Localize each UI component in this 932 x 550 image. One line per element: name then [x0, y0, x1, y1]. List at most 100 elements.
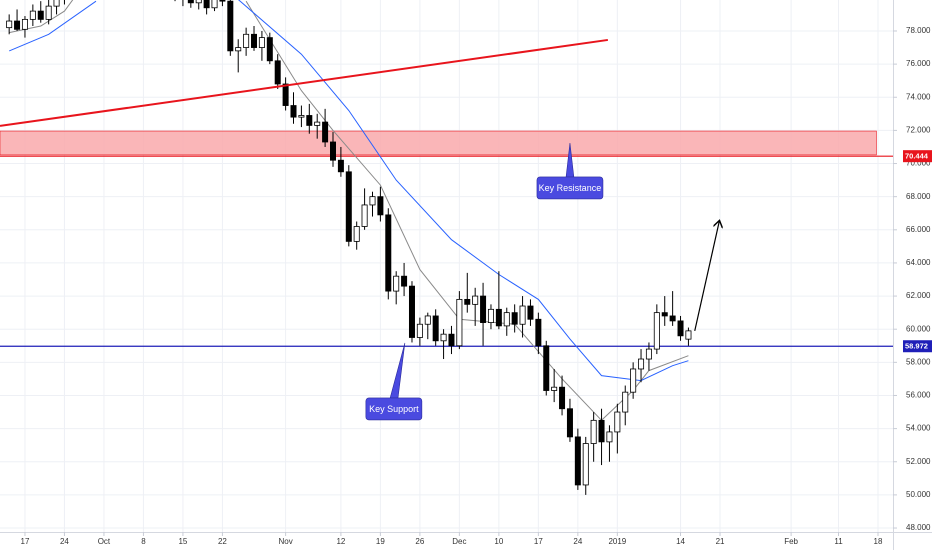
candle-body: [511, 312, 518, 325]
x-tick-label: 10: [494, 537, 503, 546]
y-tick-label: 74.000: [906, 92, 931, 101]
candle-body: [480, 295, 487, 323]
candle-body: [29, 10, 36, 20]
candle-body: [266, 37, 273, 62]
x-tick-label: 21: [716, 537, 725, 546]
candle-body: [274, 60, 281, 85]
candle-body: [527, 305, 534, 320]
candle-body: [345, 171, 352, 242]
candle-body: [653, 312, 660, 350]
resistance-zone: [0, 130, 877, 156]
candle-body: [329, 141, 336, 161]
x-tick-label: 14: [676, 537, 685, 546]
candle-body: [369, 196, 376, 206]
price-level-tag: [903, 340, 932, 353]
candle-body: [219, 0, 226, 2]
x-tick-label: 19: [376, 537, 385, 546]
candle-body: [37, 10, 44, 20]
candle-body: [448, 333, 455, 347]
candle-body: [298, 115, 305, 118]
candle-body: [322, 121, 329, 143]
y-tick-label: 64.000: [906, 258, 931, 267]
candle-body: [195, 0, 202, 4]
candle-body: [606, 431, 613, 443]
candle-body: [187, 0, 194, 4]
candle-body: [21, 18, 28, 30]
x-tick-label: 17: [534, 537, 543, 546]
candle-body: [227, 0, 234, 52]
candle-body: [314, 121, 321, 126]
x-tick-label: Feb: [784, 537, 798, 546]
candle-body: [456, 298, 463, 347]
x-tick-label: 24: [60, 537, 69, 546]
x-tick-label: Nov: [278, 537, 292, 546]
candle-body: [282, 83, 289, 106]
candle-body: [337, 159, 344, 173]
y-tick-label: 76.000: [906, 59, 931, 68]
moving-average: [9, 0, 689, 382]
y-tick-label: 48.000: [906, 523, 931, 532]
y-tick-label: 72.000: [906, 125, 931, 134]
candle-body: [535, 318, 542, 347]
callout-label: Key Support: [369, 404, 419, 414]
overlay: Key Resistance Key Support: [365, 142, 719, 421]
y-tick-label: 56.000: [906, 391, 931, 400]
grid: [0, 0, 893, 532]
candle-body: [574, 436, 581, 486]
candle-body: [6, 20, 13, 29]
y-tick-label: 66.000: [906, 225, 931, 234]
candle-body: [377, 196, 384, 216]
candle-body: [432, 315, 439, 342]
x-tick-label: 2019: [608, 537, 626, 546]
x-tick-label: Dec: [452, 537, 466, 546]
candle-body: [551, 386, 558, 391]
candle-body: [45, 5, 52, 20]
candle-body: [590, 419, 597, 444]
x-tick-label: 18: [874, 537, 883, 546]
candle-body: [393, 275, 400, 292]
candle-body: [495, 308, 502, 327]
candle-body: [385, 214, 392, 292]
callout-box: [365, 397, 423, 421]
candle-body: [685, 330, 692, 340]
projection-arrow: [694, 222, 719, 331]
candle-body: [203, 0, 210, 9]
plot-area: [0, 0, 893, 495]
y-tick-label: 58.000: [906, 357, 931, 366]
candle-body: [503, 312, 510, 327]
x-tick-label: 12: [336, 537, 345, 546]
candle-body: [14, 20, 21, 30]
price-level-tag: [903, 150, 932, 163]
y-tick-label: 68.000: [906, 192, 931, 201]
y-tick-label: 70.000: [906, 159, 931, 168]
candle-body: [464, 298, 471, 305]
y-tick-label: 52.000: [906, 457, 931, 466]
x-tick-label: 26: [415, 537, 424, 546]
y-tick-label: 78.000: [906, 26, 931, 35]
candle-body: [472, 295, 479, 305]
candle-body: [566, 408, 573, 438]
price-level-label: 58.972: [905, 342, 928, 351]
trendline: [0, 38, 609, 127]
x-tick-label: 17: [21, 537, 30, 546]
candle-body: [53, 0, 60, 7]
y-tick-label: 62.000: [906, 291, 931, 300]
candle-body: [677, 320, 684, 337]
callout-label: Key Resistance: [539, 183, 602, 193]
candle-body: [361, 204, 368, 227]
candle-body: [487, 308, 494, 323]
candle-body: [401, 275, 408, 287]
candle-body: [622, 391, 629, 413]
candle-body: [543, 345, 550, 391]
candle-body: [243, 33, 250, 48]
x-tick-label: 11: [834, 537, 843, 546]
candle-body: [614, 411, 621, 433]
candle-body: [669, 315, 676, 322]
x-tick-label: 15: [178, 537, 187, 546]
candle-body: [645, 348, 652, 360]
price-level-label: 70.444: [905, 152, 929, 161]
axes: 48.000 50.000 52.000 54.000 56.000 58.000 60.0…: [21, 26, 932, 546]
